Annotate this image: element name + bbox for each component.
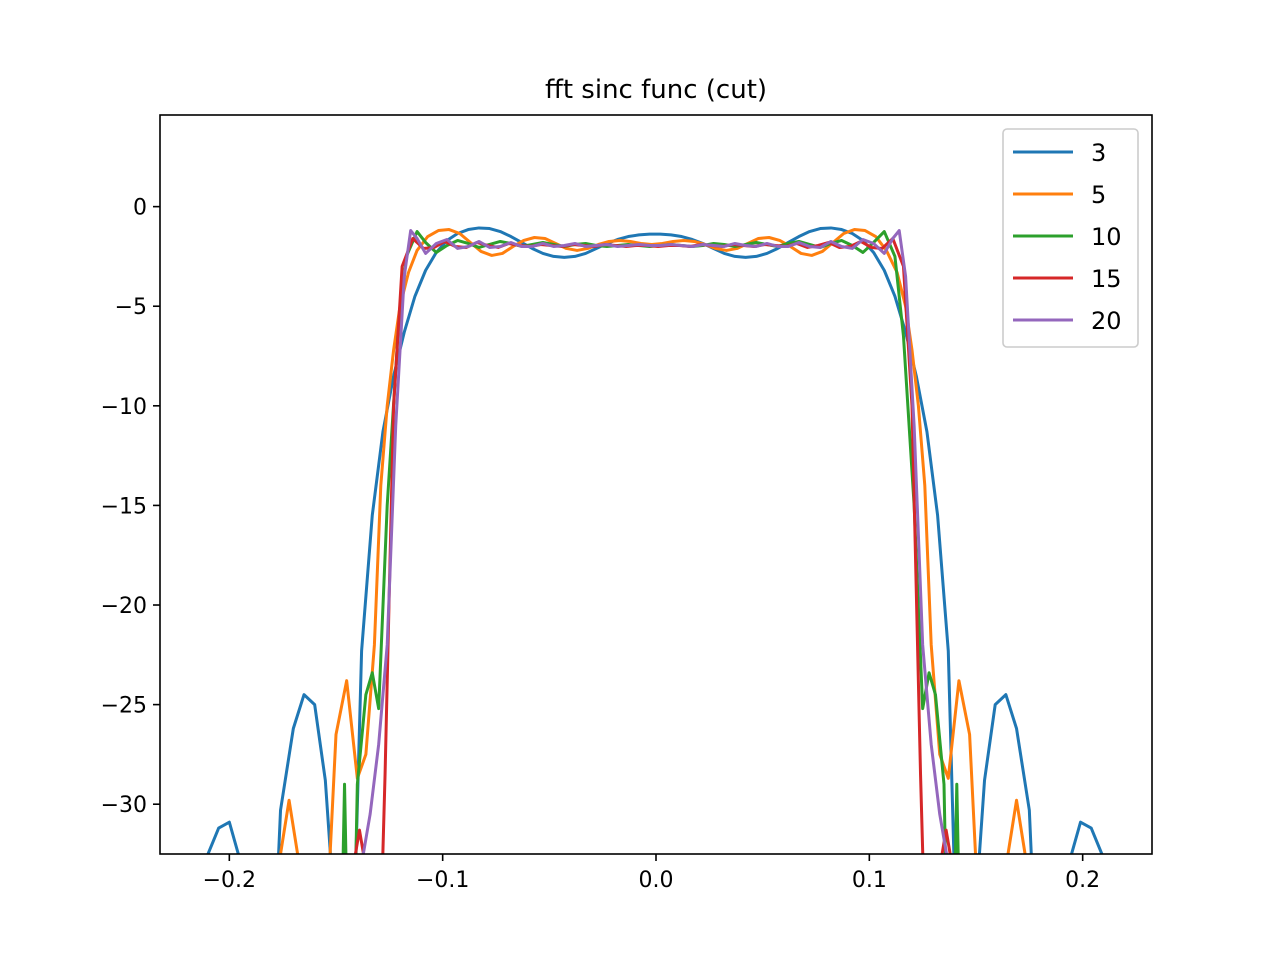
x-tick-label: 0.0 xyxy=(639,868,674,893)
y-tick-label: −15 xyxy=(101,494,147,519)
y-tick-label: −30 xyxy=(101,793,147,818)
y-tick-label: −10 xyxy=(101,395,147,420)
y-axis: 0 −5 −10 −15 −20 −25 −30 xyxy=(101,196,160,818)
legend-label-15: 15 xyxy=(1091,265,1122,293)
legend: 3 5 10 15 20 xyxy=(1002,128,1139,348)
x-tick-label: −0.2 xyxy=(203,868,256,893)
legend-label-20: 20 xyxy=(1091,307,1122,335)
legend-box xyxy=(1002,128,1139,348)
y-tick-label: 0 xyxy=(133,196,147,221)
x-tick-label: −0.1 xyxy=(416,868,469,893)
series-line-20 xyxy=(361,229,949,854)
chart-title: fft sinc func (cut) xyxy=(545,75,767,105)
series-layer xyxy=(206,226,1104,854)
y-tick-label: −25 xyxy=(101,694,147,719)
y-tick-label: −5 xyxy=(115,295,147,320)
y-tick-label: −20 xyxy=(101,594,147,619)
legend-label-3: 3 xyxy=(1091,139,1106,167)
x-tick-label: 0.1 xyxy=(852,868,887,893)
x-tick-label: 0.2 xyxy=(1065,868,1100,893)
x-axis: −0.2 −0.1 0.0 0.1 0.2 xyxy=(203,854,1100,893)
series-line-3 xyxy=(206,226,1104,854)
legend-label-10: 10 xyxy=(1091,223,1122,251)
legend-label-5: 5 xyxy=(1091,181,1106,209)
